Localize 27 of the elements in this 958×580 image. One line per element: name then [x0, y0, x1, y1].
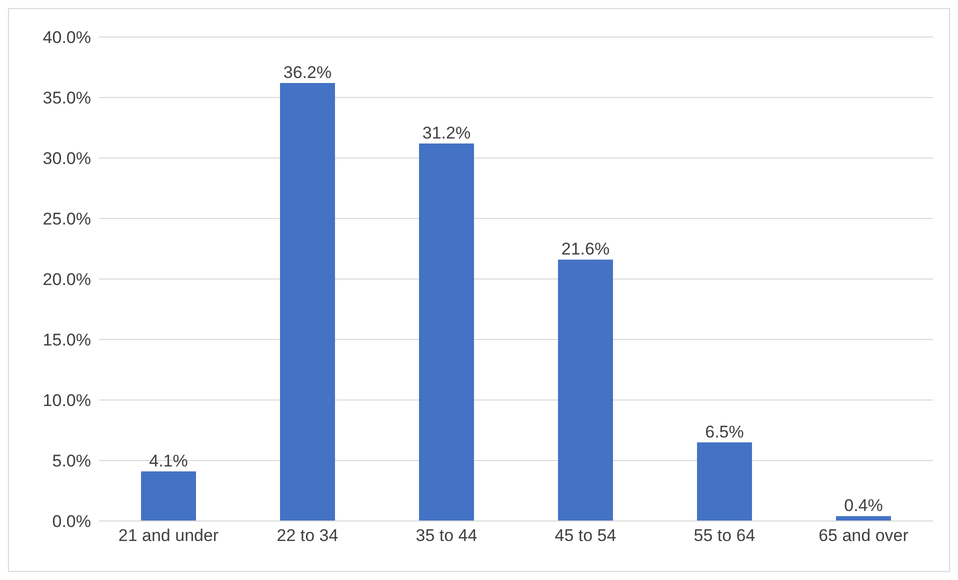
y-tick-label: 0.0%	[52, 512, 91, 532]
y-tick-label: 40.0%	[42, 28, 91, 48]
bar	[836, 516, 891, 521]
x-tick-label: 45 to 54	[554, 526, 616, 546]
x-tick-label: 21 and under	[118, 526, 219, 546]
bar	[558, 260, 613, 521]
y-tick-label: 10.0%	[42, 391, 91, 410]
y-tick-label: 25.0%	[42, 210, 91, 229]
data-label: 36.2%	[283, 62, 332, 82]
data-label: 0.4%	[844, 496, 883, 516]
x-tick-label: 22 to 34	[276, 526, 338, 546]
data-label: 21.6%	[561, 240, 610, 259]
x-tick-label: 55 to 64	[694, 526, 756, 546]
bar	[280, 82, 335, 521]
y-tick-label: 15.0%	[42, 330, 91, 350]
x-tick-label: 65 and over	[818, 526, 909, 546]
y-tick-label: 5.0%	[52, 452, 91, 471]
y-tick-label: 35.0%	[42, 88, 91, 108]
data-label: 4.1%	[149, 451, 188, 470]
bar	[697, 442, 752, 521]
data-label: 31.2%	[422, 123, 471, 142]
x-tick-label: 35 to 44	[416, 526, 478, 546]
bar	[141, 471, 196, 521]
y-tick-label: 30.0%	[42, 149, 91, 168]
data-label: 6.5%	[705, 422, 744, 442]
y-tick-label: 20.0%	[42, 270, 91, 290]
bar	[419, 143, 474, 521]
